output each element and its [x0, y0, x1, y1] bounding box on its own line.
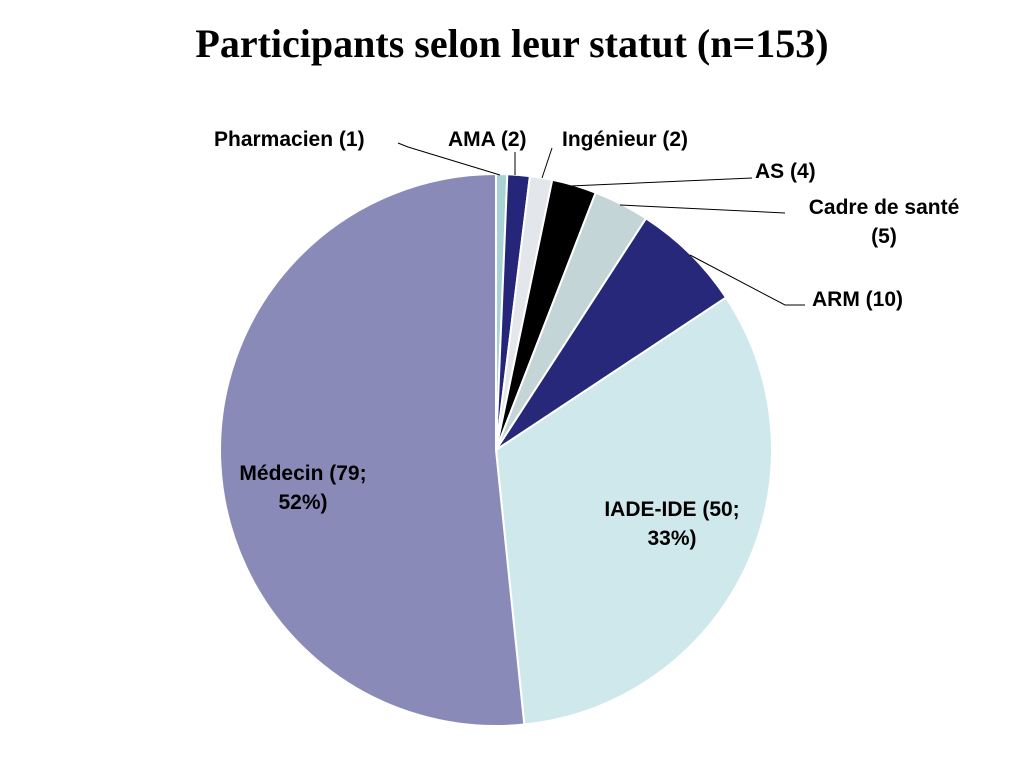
label-ama: AMA (2): [448, 128, 527, 151]
label-medecin-line1: Médecin (79;: [239, 462, 366, 485]
leader-as: [569, 177, 753, 187]
label-cadre-line2: (5): [871, 225, 897, 248]
pie-slices: [219, 172, 773, 727]
leader-cadre: [619, 204, 786, 214]
label-pharmacien: Pharmacien (1): [214, 128, 365, 151]
slice-arm: [495, 216, 728, 451]
chart-title: Participants selon leur statut (n=153): [195, 21, 829, 66]
slice-iade-ide: [494, 296, 773, 726]
label-medecin-line2: 52%): [278, 491, 327, 514]
label-arm: ARM (10): [812, 288, 903, 311]
leader-ingenieur: [541, 147, 553, 179]
leader-lines: [397, 142, 805, 306]
slice-medecin: [219, 172, 526, 727]
slice-labels: Pharmacien (1) AMA (2) Ingénieur (2) AS …: [214, 128, 959, 550]
label-cadre-line1: Cadre de santé: [809, 196, 960, 219]
label-ingenieur: Ingénieur (2): [562, 128, 688, 151]
label-iade-line1: IADE-IDE (50;: [604, 498, 739, 521]
leader-pharmacien: [397, 142, 501, 176]
label-iade-line2: 33%): [647, 527, 696, 550]
leader-arm: [689, 254, 805, 306]
label-as: AS (4): [755, 160, 816, 183]
